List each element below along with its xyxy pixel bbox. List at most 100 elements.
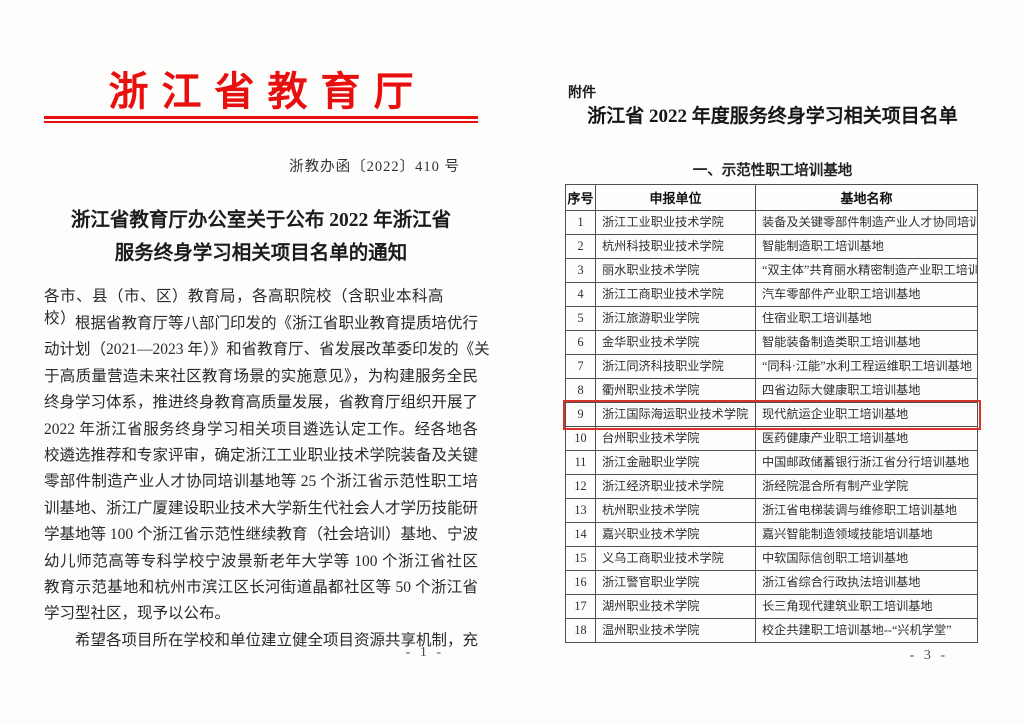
page-number-1: - 1 - [405, 645, 444, 660]
header-cell-no: 序号 [565, 184, 596, 211]
cell-base: 四省边际大健康职工培训基地 [755, 378, 978, 403]
table-row: 4 浙江工商职业技术学院 汽车零部件产业职工培训基地 [565, 282, 978, 307]
body-line: 终身学习体系，推进终身教育高质量发展，省教育厅组织开展了 [44, 394, 479, 412]
cell-unit: 台州职业技术学院 [595, 426, 756, 451]
masthead-divider-rule [44, 116, 478, 123]
document-title: 浙江省教育厅办公室关于公布 2022 年浙江省 服务终身学习相关项目名单的通知 [42, 204, 480, 270]
cell-no: 13 [565, 498, 596, 523]
document-page-1: 浙江省教育厅 浙教办函〔2022〕410 号 浙江省教育厅办公室关于公布 202… [42, 55, 490, 675]
cell-unit: 浙江国际海运职业技术学院 [595, 402, 756, 427]
cell-base: “双主体”共育丽水精密制造产业职工培训基地 [755, 258, 978, 283]
cell-unit: 金华职业技术学院 [595, 330, 756, 355]
table-row: 12 浙江经济职业技术学院 浙经院混合所有制产业学院 [565, 474, 978, 499]
body-line: 2022 年浙江省服务终身学习相关项目遴选认定工作。经各地各 [44, 420, 478, 438]
cell-base: 嘉兴智能制造领域技能培训基地 [755, 522, 978, 547]
cell-unit: 浙江工业职业技术学院 [595, 210, 756, 235]
page-number-3: - 3 - [909, 648, 948, 663]
cell-unit: 浙江旅游职业学院 [595, 306, 756, 331]
cell-unit: 义乌工商职业技术学院 [595, 546, 756, 571]
cell-unit: 嘉兴职业技术学院 [595, 522, 756, 547]
training-base-table-wrap: 序号 申报单位 基地名称 1 浙江工业职业技术学院 装备及关键零部件制造产业人才协同… [562, 184, 981, 643]
cell-no: 16 [565, 570, 596, 595]
cell-base: 智能制造职工培训基地 [755, 234, 978, 259]
training-base-table: 序号 申报单位 基地名称 1 浙江工业职业技术学院 装备及关键零部件制造产业人才协同… [562, 184, 981, 643]
cell-base: 浙江省综合行政执法培训基地 [755, 570, 978, 595]
attachment-label: 附件 [568, 84, 596, 100]
cell-unit: 浙江同济科技职业学院 [595, 354, 756, 379]
cell-no: 9 [565, 402, 596, 427]
table-row: 5 浙江旅游职业学院 住宿业职工培训基地 [565, 306, 978, 331]
body-line: 动计划（2021—2023 年）》和省教育厅、省发展改革委印发的《关 [44, 341, 490, 359]
table-row: 16 浙江警官职业学院 浙江省综合行政执法培训基地 [565, 570, 978, 595]
header-cell-base: 基地名称 [755, 184, 978, 211]
cell-no: 14 [565, 522, 596, 547]
table-row: 7 浙江同济科技职业学院 “同科·江能”水利工程运维职工培训基地 [565, 354, 978, 379]
body-line: 零部件制造产业人才协同培训基地等 25 个浙江省示范性职工培 [44, 473, 478, 491]
cell-no: 11 [565, 450, 596, 475]
salutation-line: 各市、县（市、区）教育局，各高职院校（含职业本科高校）: [44, 288, 445, 327]
cell-base: 浙江省电梯装调与维修职工培训基地 [755, 498, 978, 523]
table-row: 13 杭州职业技术学院 浙江省电梯装调与维修职工培训基地 [565, 498, 978, 523]
table-row: 2 杭州科技职业技术学院 智能制造职工培训基地 [565, 234, 978, 259]
cell-base: 医药健康产业职工培训基地 [755, 426, 978, 451]
table-row: 10 台州职业技术学院 医药健康产业职工培训基地 [565, 426, 978, 451]
cell-unit: 浙江经济职业技术学院 [595, 474, 756, 499]
body-line: 校遴选推荐和专家评审，确定浙江工业职业技术学院装备及关键 [44, 446, 479, 464]
document-number: 浙教办函〔2022〕410 号 [289, 159, 460, 175]
cell-base: 校企共建职工培训基地--“兴机学堂” [755, 618, 978, 643]
table-header-row: 序号 申报单位 基地名称 [565, 184, 978, 211]
section-title: 一、示范性职工培训基地 [692, 163, 853, 179]
cell-base: 汽车零部件产业职工培训基地 [755, 282, 978, 307]
agency-masthead: 浙江省教育厅 [108, 69, 427, 114]
cell-base: 中软国际信创职工培训基地 [755, 546, 978, 571]
cell-base: 浙经院混合所有制产业学院 [755, 474, 978, 499]
cell-base: 长三角现代建筑业职工培训基地 [755, 594, 978, 619]
table-row: 17 湖州职业技术学院 长三角现代建筑业职工培训基地 [565, 594, 978, 619]
cell-no: 6 [565, 330, 596, 355]
table-row: 18 温州职业技术学院 校企共建职工培训基地--“兴机学堂” [565, 618, 978, 643]
cell-unit: 浙江金融职业学院 [595, 450, 756, 475]
table-row-highlighted: 9 浙江国际海运职业技术学院 现代航运企业职工培训基地 [562, 399, 981, 430]
cell-no: 10 [565, 426, 596, 451]
cell-unit: 浙江工商职业技术学院 [595, 282, 756, 307]
body-line: 希望各项目所在学校和单位建立健全项目资源共享机制，充 [44, 631, 479, 649]
document-title-line1: 浙江省教育厅办公室关于公布 2022 年浙江省 [70, 210, 452, 231]
header-cell-unit: 申报单位 [595, 184, 756, 211]
table-row: 14 嘉兴职业技术学院 嘉兴智能制造领域技能培训基地 [565, 522, 978, 547]
table-row: 1浙江工业职业技术学院装备及关键零部件制造产业人才协同培训基地 [565, 210, 978, 235]
body-line: 于高质量营造未来社区教育场景的实施意见》，为构建服务全民 [44, 367, 478, 385]
table-row: 11 浙江金融职业学院 中国邮政储蓄银行浙江省分行培训基地 [565, 450, 978, 475]
cell-unit: 丽水职业技术学院 [595, 258, 756, 283]
body-line: 学基地等 100 个浙江省示范性继续教育（社会培训）基地、宁波 [44, 526, 479, 544]
cell-no: 5 [565, 306, 596, 331]
table-row: 6 金华职业技术学院 智能装备制造类职工培训基地 [565, 330, 978, 355]
cell-no: 7 [565, 354, 596, 379]
cell-no: 4 [565, 282, 596, 307]
cell-base: “同科·江能”水利工程运维职工培训基地 [755, 354, 978, 379]
body-text: 根据省教育厅等八部门印发的《浙江省职业教育提质培优行 动计划（2021—2023 … [44, 311, 490, 654]
attachment-title: 浙江省 2022 年度服务终身学习相关项目名单 [587, 106, 958, 127]
body-line: 教育示范基地和杭州市滨江区长河街道晶都社区等 50 个浙江省 [44, 578, 478, 596]
cell-no: 18 [565, 618, 596, 643]
cell-unit: 衢州职业技术学院 [595, 378, 756, 403]
cell-base: 智能装备制造类职工培训基地 [755, 330, 978, 355]
cell-no: 15 [565, 546, 596, 571]
body-line: 训基地、浙江广厦建设职业技术大学新生代社会人才学历技能研 [44, 499, 479, 517]
cell-unit: 杭州科技职业技术学院 [595, 234, 756, 259]
cell-no: 8 [565, 378, 596, 403]
cell-no: 1 [565, 210, 596, 235]
cell-unit: 杭州职业技术学院 [595, 498, 756, 523]
body-line: 幼儿师范高等专科学校宁波景新老年大学等 100 个浙江省社区 [44, 552, 478, 570]
cell-base: 中国邮政储蓄银行浙江省分行培训基地 [755, 450, 978, 475]
cell-unit: 温州职业技术学院 [595, 618, 756, 643]
cell-no: 2 [565, 234, 596, 259]
document-page-3: 附件 浙江省 2022 年度服务终身学习相关项目名单 一、示范性职工培训基地 序… [545, 78, 1000, 678]
document-title-line2: 服务终身学习相关项目名单的通知 [114, 243, 408, 264]
cell-no: 3 [565, 258, 596, 283]
table-row: 15 义乌工商职业技术学院 中软国际信创职工培训基地 [565, 546, 978, 571]
cell-base: 现代航运企业职工培训基地 [755, 402, 978, 427]
cell-no: 17 [565, 594, 596, 619]
cell-no: 12 [565, 474, 596, 499]
